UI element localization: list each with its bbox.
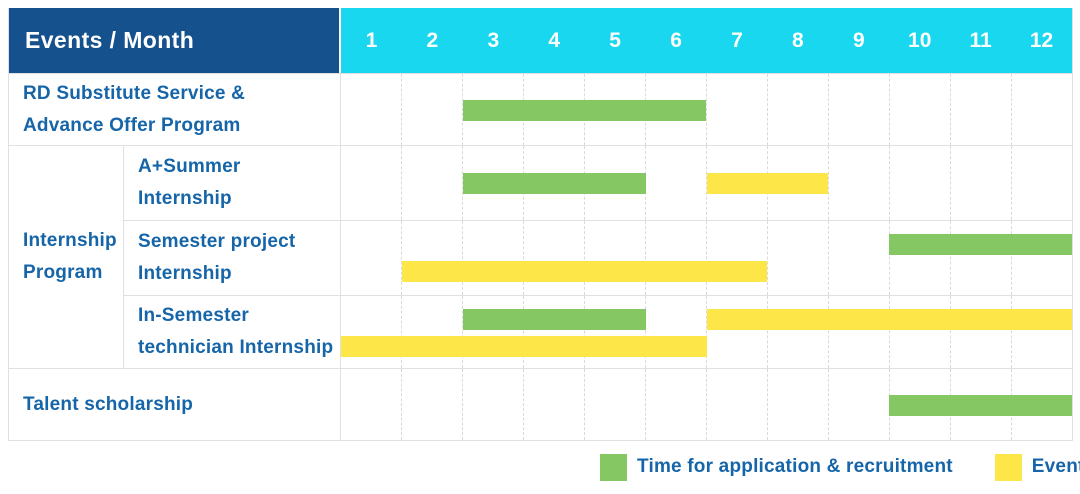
month-header-10: 10 bbox=[889, 8, 951, 73]
month-grid-row bbox=[341, 145, 1072, 220]
month-gridline bbox=[462, 74, 523, 145]
month-gridline bbox=[706, 369, 767, 440]
legend: Time for application & recruitment Events bbox=[600, 451, 1080, 483]
legend-swatch-application bbox=[600, 453, 627, 481]
month-gridline bbox=[645, 369, 706, 440]
month-gridline bbox=[462, 369, 523, 440]
legend-item-application: Time for application & recruitment bbox=[600, 453, 953, 481]
month-gridline bbox=[462, 296, 523, 368]
month-gridline bbox=[767, 221, 828, 295]
gantt-bar-event bbox=[706, 309, 1072, 330]
gantt-bar-application bbox=[462, 173, 646, 194]
events-month-table: Events / Month 1 2 3 4 5 6 7 8 9 10 11 12 RD Substit… bbox=[8, 8, 1073, 441]
month-gridline bbox=[584, 221, 645, 295]
month-grid-row bbox=[341, 73, 1072, 145]
month-gridline bbox=[828, 74, 889, 145]
month-header-4: 4 bbox=[523, 8, 585, 73]
month-gridline bbox=[767, 74, 828, 145]
month-gridline bbox=[341, 221, 401, 295]
table-title: Events / Month bbox=[9, 8, 341, 73]
month-gridline bbox=[767, 296, 828, 368]
month-gridline bbox=[341, 74, 401, 145]
month-gridline bbox=[584, 296, 645, 368]
month-gridline bbox=[706, 296, 767, 368]
row-label: Talent scholarship bbox=[9, 368, 341, 440]
gantt-bar-application bbox=[889, 234, 1072, 255]
month-gridline bbox=[828, 146, 889, 220]
row-label: RD Substitute Service & Advance Offer Pr… bbox=[9, 73, 341, 145]
month-header-2: 2 bbox=[401, 8, 463, 73]
month-gridline bbox=[462, 221, 523, 295]
month-gridline bbox=[889, 74, 950, 145]
month-gridline bbox=[462, 146, 523, 220]
month-gridline bbox=[401, 146, 462, 220]
month-gridline bbox=[401, 74, 462, 145]
month-header-1: 1 bbox=[341, 8, 402, 73]
month-gridline bbox=[828, 296, 889, 368]
month-gridline bbox=[950, 74, 1011, 145]
month-grid-row bbox=[341, 220, 1072, 295]
sub-row-label: Semester project Internship bbox=[124, 220, 341, 295]
month-gridline bbox=[523, 296, 584, 368]
month-gridline bbox=[341, 146, 401, 220]
month-gridline bbox=[523, 221, 584, 295]
month-gridline bbox=[645, 146, 706, 220]
month-gridline bbox=[1011, 74, 1072, 145]
gantt-bar-application bbox=[462, 99, 707, 121]
month-gridline bbox=[341, 369, 401, 440]
month-gridline bbox=[645, 221, 706, 295]
month-header-5: 5 bbox=[584, 8, 646, 73]
month-gridline bbox=[767, 369, 828, 440]
month-gridline bbox=[706, 74, 767, 145]
month-header-12: 12 bbox=[1011, 8, 1072, 73]
month-header-7: 7 bbox=[706, 8, 768, 73]
month-header-11: 11 bbox=[950, 8, 1012, 73]
month-gridline bbox=[828, 369, 889, 440]
gantt-bar-event bbox=[341, 336, 707, 357]
month-gridline bbox=[645, 296, 706, 368]
month-gridline bbox=[1011, 221, 1072, 295]
month-gridline bbox=[1011, 296, 1072, 368]
month-gridline bbox=[889, 146, 950, 220]
legend-label-application: Time for application & recruitment bbox=[637, 456, 953, 477]
gantt-bar-event bbox=[401, 261, 768, 282]
sub-row-label: In-Semester technician Internship bbox=[124, 295, 341, 368]
gantt-bar-application bbox=[462, 309, 646, 330]
month-gridline bbox=[889, 296, 950, 368]
month-grid-row bbox=[341, 295, 1072, 368]
month-header-6: 6 bbox=[645, 8, 707, 73]
legend-label-event: Events bbox=[1031, 456, 1080, 477]
month-gridline bbox=[950, 221, 1011, 295]
legend-swatch-event bbox=[994, 453, 1022, 481]
month-gridline bbox=[584, 369, 645, 440]
month-gridline bbox=[706, 221, 767, 295]
gantt-bar-application bbox=[889, 394, 1072, 416]
month-gridline bbox=[889, 221, 950, 295]
month-gridline bbox=[950, 146, 1011, 220]
month-gridline bbox=[523, 369, 584, 440]
group-label: Internship Program bbox=[9, 145, 124, 368]
month-gridline bbox=[401, 369, 462, 440]
month-header-3: 3 bbox=[462, 8, 524, 73]
month-gridline bbox=[1011, 146, 1072, 220]
month-gridline bbox=[341, 296, 401, 368]
legend-item-event: Events bbox=[994, 453, 1080, 481]
month-header-9: 9 bbox=[828, 8, 890, 73]
sub-row-label: A+Summer Internship bbox=[124, 145, 341, 220]
gantt-bar-event bbox=[706, 173, 829, 194]
month-header-8: 8 bbox=[767, 8, 829, 73]
month-grid-row bbox=[341, 368, 1072, 440]
month-gridline bbox=[401, 221, 462, 295]
month-gridline bbox=[950, 296, 1011, 368]
month-gridline bbox=[828, 221, 889, 295]
month-gridline bbox=[401, 296, 462, 368]
